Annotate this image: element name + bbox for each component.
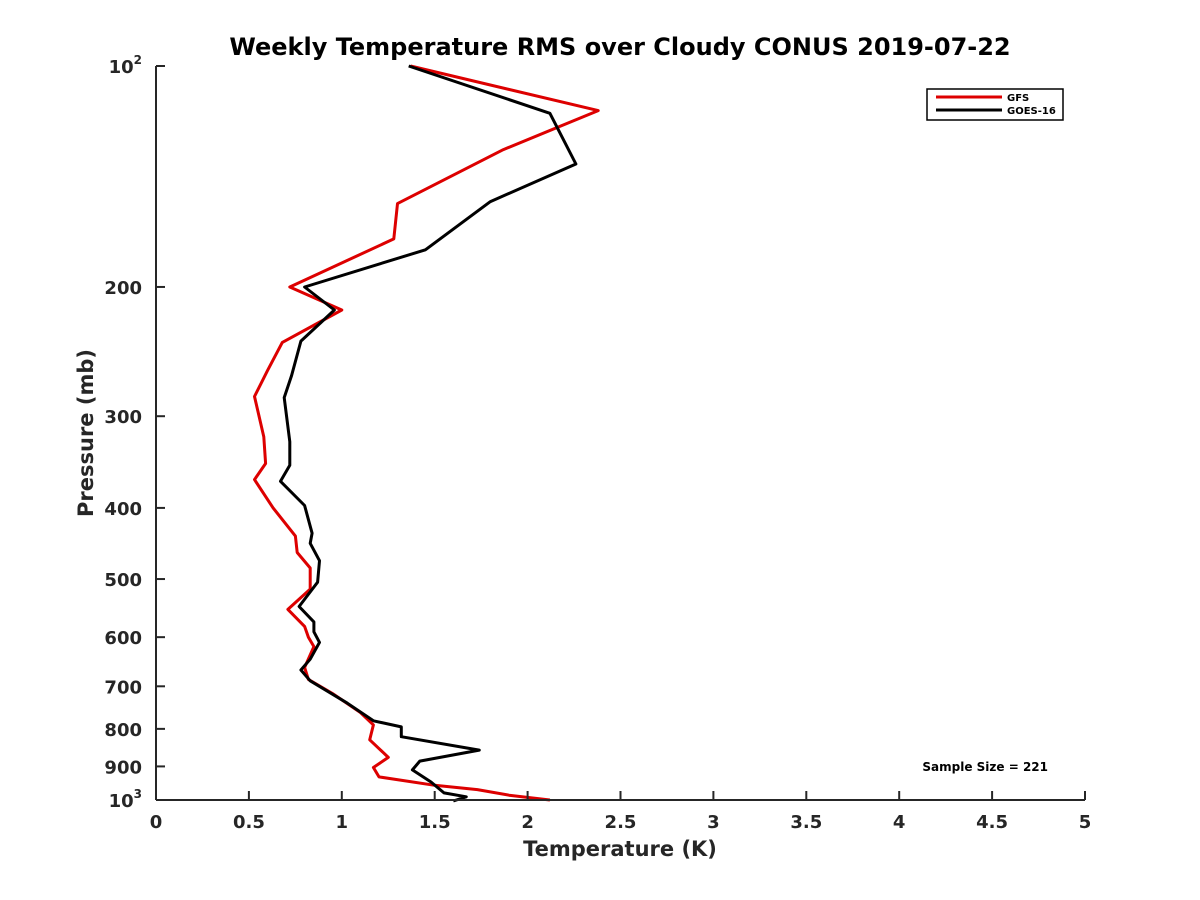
x-tick-label: 2 [521, 812, 534, 833]
x-tick-label: 2.5 [605, 812, 637, 833]
legend-label-goes16: GOES-16 [1007, 106, 1056, 117]
y-tick-label: 500 [104, 570, 142, 591]
legend: GFS GOES-16 [926, 88, 1064, 121]
x-tick-label: 0.5 [233, 812, 265, 833]
x-tick-label: 3.5 [790, 812, 822, 833]
series-layer [253, 64, 600, 803]
x-tick-label: 4 [893, 812, 906, 833]
y-tick-label: 900 [104, 757, 142, 778]
y-ticks: 102 200 300 400 500 600 700 800 900 103 [104, 53, 165, 812]
x-tick-label: 1.5 [419, 812, 451, 833]
y-tick-label: 102 [109, 53, 142, 78]
y-tick-label: 400 [104, 499, 142, 520]
legend-box [926, 88, 1064, 121]
y-tick-label: 103 [109, 787, 142, 812]
y-tick-label: 600 [104, 628, 142, 649]
x-tick-label: 5 [1079, 812, 1092, 833]
chart-title: Weekly Temperature RMS over Cloudy CONUS… [229, 33, 1010, 61]
legend-label-gfs: GFS [1007, 93, 1029, 104]
sample-size-annotation: Sample Size = 221 [922, 760, 1048, 774]
y-tick-label: 300 [104, 407, 142, 428]
x-ticks: 0 0.5 1 1.5 2 2.5 3 3.5 4 4.5 5 [150, 791, 1092, 833]
x-tick-label: 4.5 [976, 812, 1008, 833]
x-axis-label: Temperature (K) [523, 837, 717, 861]
x-tick-label: 1 [336, 812, 349, 833]
x-tick-label: 0 [150, 812, 163, 833]
y-tick-label: 700 [104, 677, 142, 698]
x-tick-label: 3 [707, 812, 720, 833]
y-tick-label: 200 [104, 278, 142, 299]
y-axis-label: Pressure (mb) [74, 349, 98, 517]
y-tick-label: 800 [104, 720, 142, 741]
series-line-goes16 [279, 64, 578, 803]
